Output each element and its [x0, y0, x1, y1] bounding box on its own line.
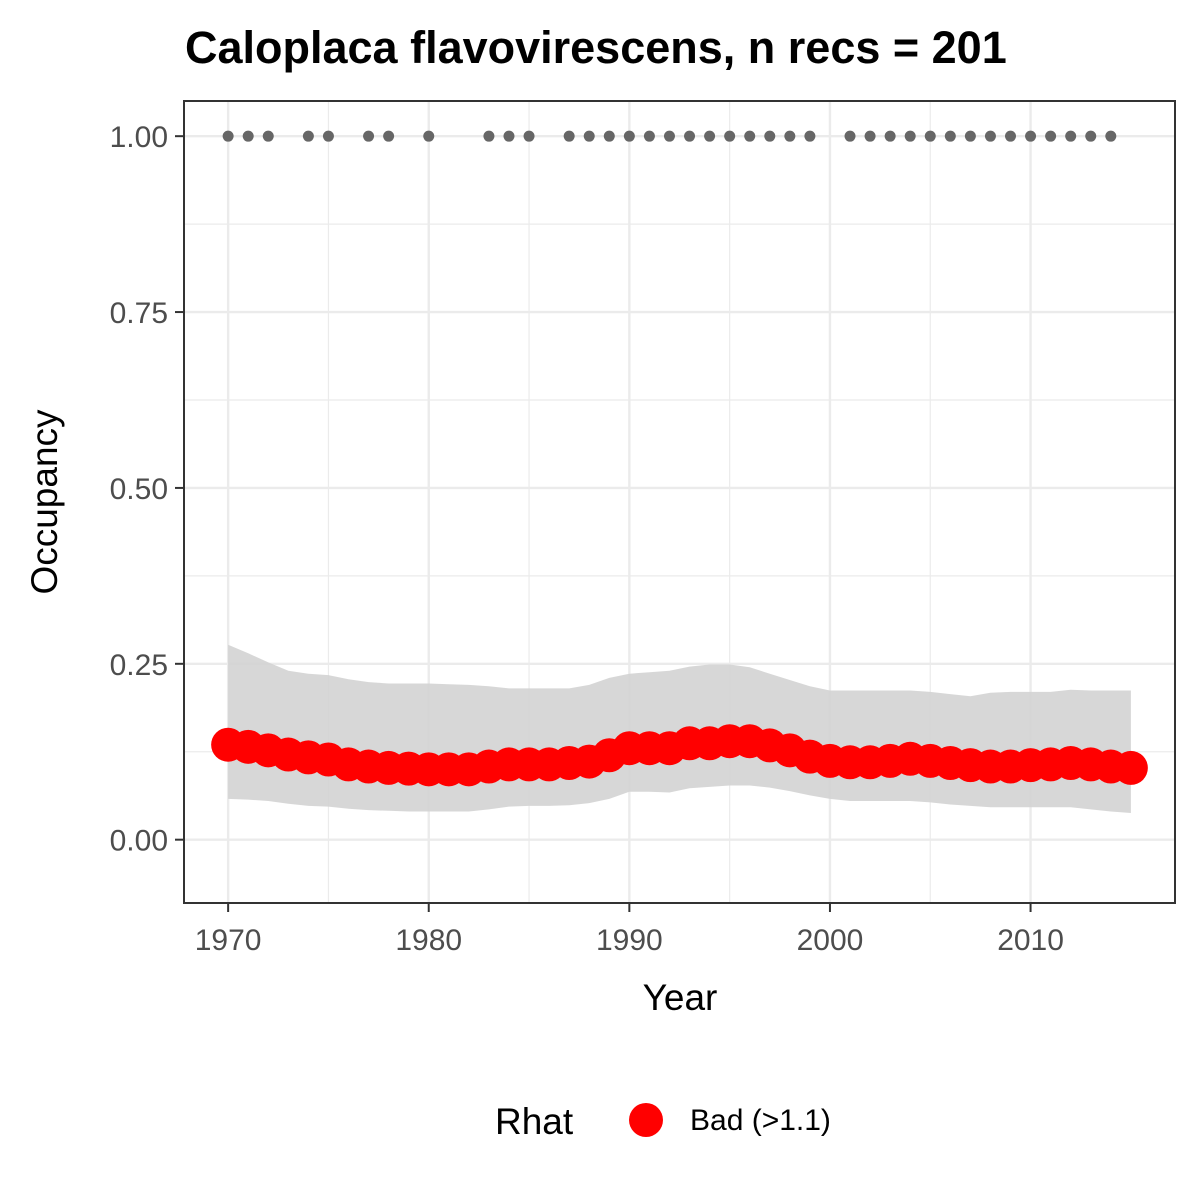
- record-point: [663, 130, 675, 142]
- record-point: [363, 130, 375, 142]
- record-point: [503, 130, 515, 142]
- legend-label-bad: Bad (>1.1): [690, 1104, 831, 1137]
- x-tick-label: 2000: [797, 924, 864, 957]
- record-point: [764, 130, 776, 142]
- plot-panel-border: [183, 100, 1176, 904]
- y-tick-label: 0.00: [110, 825, 168, 858]
- legend-title: Rhat: [495, 1101, 574, 1142]
- record-point: [262, 130, 274, 142]
- record-point: [784, 130, 796, 142]
- y-axis-title: Occupancy: [24, 409, 65, 595]
- y-tick-label: 1.00: [110, 121, 168, 154]
- y-tick-label: 0.50: [110, 473, 168, 506]
- record-point: [984, 130, 996, 142]
- legend: Rhat Bad (>1.1): [495, 1101, 831, 1142]
- record-points: [222, 130, 1117, 142]
- record-point: [684, 130, 696, 142]
- x-tick-label: 2010: [997, 924, 1064, 957]
- occupancy-series: [211, 724, 1148, 787]
- record-point: [1105, 130, 1117, 142]
- record-point: [583, 130, 595, 142]
- record-point: [944, 130, 956, 142]
- record-point: [844, 130, 856, 142]
- record-point: [523, 130, 535, 142]
- record-point: [804, 130, 816, 142]
- record-point: [603, 130, 615, 142]
- x-tick-label: 1990: [596, 924, 663, 957]
- record-point: [744, 130, 756, 142]
- record-point: [964, 130, 976, 142]
- record-point: [1025, 130, 1037, 142]
- record-point: [322, 130, 334, 142]
- record-point: [704, 130, 716, 142]
- y-tick-label: 0.25: [110, 649, 168, 682]
- record-point: [724, 130, 736, 142]
- legend-key-bad: [629, 1103, 663, 1137]
- x-axis: 1970 1980 1990 2000 2010: [195, 903, 1064, 957]
- x-tick-label: 1970: [195, 924, 262, 957]
- record-point: [924, 130, 936, 142]
- record-point: [383, 130, 395, 142]
- record-point: [1005, 130, 1017, 142]
- record-point: [563, 130, 575, 142]
- record-point: [222, 130, 234, 142]
- record-point: [1045, 130, 1057, 142]
- record-point: [423, 130, 435, 142]
- record-point: [884, 130, 896, 142]
- record-point: [1065, 130, 1077, 142]
- occupancy-point: [1113, 750, 1148, 785]
- record-point: [904, 130, 916, 142]
- x-axis-title: Year: [643, 977, 718, 1018]
- record-point: [242, 130, 254, 142]
- record-point: [623, 130, 635, 142]
- record-point: [302, 130, 314, 142]
- y-tick-label: 0.75: [110, 297, 168, 330]
- record-point: [1085, 130, 1097, 142]
- y-axis: 0.00 0.25 0.50 0.75 1.00: [110, 121, 184, 858]
- record-point: [864, 130, 876, 142]
- record-point: [643, 130, 655, 142]
- chart-title: Caloplaca flavovirescens, n recs = 201: [185, 22, 1007, 73]
- x-tick-label: 1980: [395, 924, 462, 957]
- minor-gridlines: [184, 101, 1175, 903]
- record-point: [483, 130, 495, 142]
